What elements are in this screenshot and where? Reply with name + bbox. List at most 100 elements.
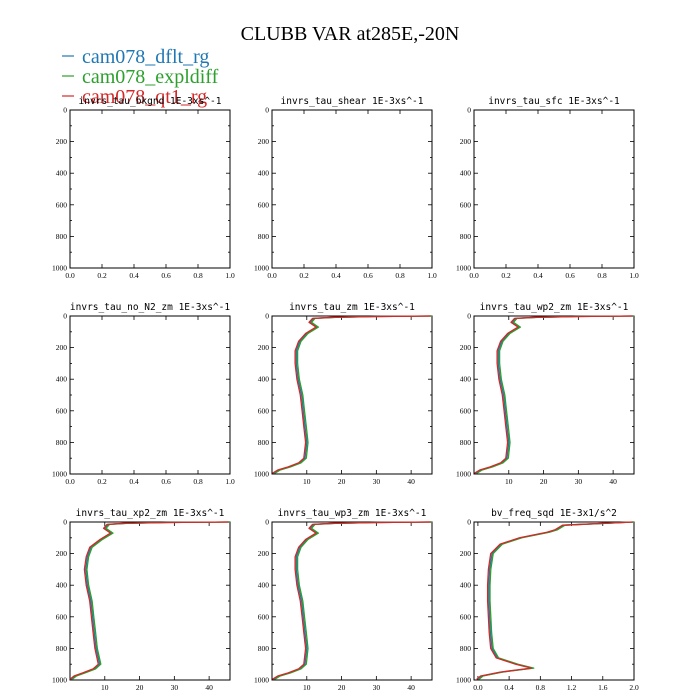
y-tick-label: 800 [460,232,472,241]
y-tick-label: 600 [258,406,270,415]
panel-invrs_tau_xp2_zm: invrs_tau_xp2_zm 1E-3xs^-1 0 200 400 600 800 1… [52,508,231,692]
panel-title: invrs_tau_bkgnd 1E-3xs^-1 [79,96,222,107]
x-tick-label: 20 [540,477,548,486]
panel-invrs_tau_sfc: invrs_tau_sfc 1E-3xs^-1 0 200 400 600 800 1000… [456,96,639,280]
series-line-cam078_dflt_rg [475,315,635,474]
x-tick-label: 30 [575,477,583,486]
y-tick-label: 0 [63,518,67,527]
x-tick-label: 1.0 [225,477,235,486]
x-tick-label: 0.6 [363,271,373,280]
y-tick-label: 400 [56,169,68,178]
panel-invrs_tau_no_N2_zm: invrs_tau_no_N2_zm 1E-3xs^-10 200 400 600 80… [52,302,235,486]
x-tick-label: 2.0 [629,683,639,692]
y-tick-label: 1000 [52,676,67,685]
y-tick-label: 800 [56,438,68,447]
plot-frame [69,109,231,269]
y-tick-label: 400 [56,581,68,590]
x-tick-label: 0.6 [565,271,575,280]
x-tick-label: 30 [373,683,381,692]
x-tick-label: 10 [303,477,311,486]
panel-title: invrs_tau_xp2_zm 1E-3xs^-1 [76,508,225,519]
x-tick-label: 40 [609,477,617,486]
y-tick-label: 1000 [456,264,471,273]
y-tick-label: 800 [258,644,270,653]
x-tick-label: 20 [338,683,346,692]
y-tick-label: 0 [467,106,471,115]
panel-title: invrs_tau_zm 1E-3xs^-1 [289,302,415,313]
y-tick-label: 1000 [52,264,67,273]
y-tick-label: 200 [56,137,68,146]
y-tick-label: 0 [467,518,471,527]
y-tick-label: 800 [258,438,270,447]
y-tick-label: 600 [56,612,68,621]
y-tick-label: 400 [258,375,270,384]
x-tick-label: 1.2 [567,683,577,692]
series-line-cam078_expldiff [274,315,433,474]
x-tick-label: 1.0 [629,271,639,280]
y-tick-label: 0 [467,312,471,321]
figure-title: CLUBB VAR at285E,-20N [241,23,460,45]
x-tick-label: 0.8 [597,271,607,280]
x-tick-label: 0.2 [97,271,107,280]
y-tick-label: 600 [56,406,68,415]
x-tick-label: 0.4 [129,271,139,280]
panel-invrs_tau_wp2_zm: invrs_tau_wp2_zm 1E-3xs^-1 0 200 400 600 800 1… [456,302,635,486]
x-tick-label: 0.8 [395,271,405,280]
y-tick-label: 600 [258,200,270,209]
series-line-cam078_qt1_rg [272,521,431,680]
x-tick-label: 0.0 [65,271,75,280]
panel-invrs_tau_bkgnd: invrs_tau_bkgnd 1E-3xs^-1 0 200 400 600 800 10… [52,96,235,280]
panel-invrs_tau_zm: invrs_tau_zm 1E-3xs^-1 0 200 400 600 800 1000 1… [254,302,433,486]
panel-title: invrs_tau_wp2_zm 1E-3xs^-1 [480,302,629,313]
plot-frame [473,315,635,475]
x-tick-label: 1.0 [427,271,437,280]
x-tick-label: 0.4 [533,271,543,280]
y-tick-label: 400 [56,375,68,384]
series-line-cam078_qt1_rg [474,315,633,474]
x-tick-label: 0.4 [504,683,514,692]
series-line-cam078_expldiff [71,521,231,680]
y-tick-label: 1000 [52,470,67,479]
plot-frame [271,521,433,681]
y-tick-label: 400 [258,581,270,590]
legend: cam078_dflt_rg cam078_expldiff cam078_qt… [62,46,219,108]
y-tick-label: 1000 [254,264,269,273]
series-line-cam078_expldiff [478,521,635,680]
y-tick-label: 600 [258,612,270,621]
x-tick-label: 10 [101,683,109,692]
series-line-cam078_dflt_rg [273,315,433,474]
y-tick-label: 800 [460,644,472,653]
series-line-cam078_qt1_rg [272,315,431,474]
x-tick-label: 0.8 [193,477,203,486]
panel-title: bv_freq_sqd 1E-3x1/s^2 [491,508,617,519]
y-tick-label: 200 [56,343,68,352]
plot-frame [271,315,433,475]
y-tick-label: 1000 [254,676,269,685]
x-tick-label: 40 [407,683,415,692]
y-tick-label: 800 [56,232,68,241]
x-tick-label: 0.6 [161,477,171,486]
x-tick-label: 0.2 [97,477,107,486]
x-tick-label: 1.6 [598,683,608,692]
series-line-cam078_expldiff [476,315,635,474]
x-tick-label: 0.8 [536,683,546,692]
x-tick-label: 1.0 [225,271,235,280]
panel-title: invrs_tau_sfc 1E-3xs^-1 [488,96,620,107]
y-tick-label: 600 [56,200,68,209]
panel-title: invrs_tau_wp3_zm 1E-3xs^-1 [278,508,427,519]
x-tick-label: 0.2 [299,271,309,280]
x-tick-label: 40 [407,477,415,486]
x-tick-label: 0.6 [161,271,171,280]
x-tick-label: 20 [338,477,346,486]
x-tick-label: 10 [303,683,311,692]
x-tick-label: 30 [373,477,381,486]
y-tick-label: 600 [460,200,472,209]
x-tick-label: 0.0 [267,271,277,280]
plot-frame [69,315,231,475]
series-line-cam078_dflt_rg [70,521,231,680]
y-tick-label: 200 [460,549,472,558]
y-tick-label: 200 [56,549,68,558]
panel-invrs_tau_wp3_zm: invrs_tau_wp3_zm 1E-3xs^-1 0 200 400 600 800 1… [254,508,433,692]
y-tick-label: 1000 [456,470,471,479]
legend-label-expldiff: cam078_expldiff [82,66,219,88]
